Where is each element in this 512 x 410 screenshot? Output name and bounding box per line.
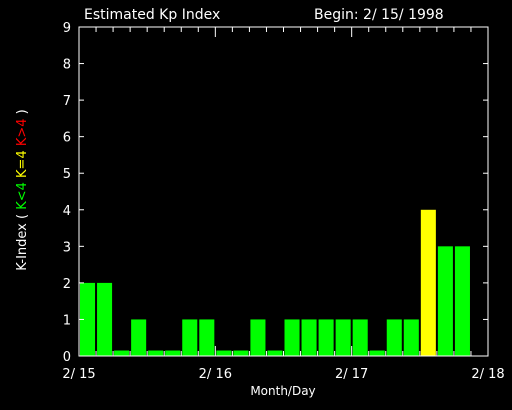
bar bbox=[301, 319, 317, 356]
bar bbox=[352, 319, 368, 356]
begin-date: Begin: 2/ 15/ 1998 bbox=[314, 7, 444, 23]
y-tick-label: 3 bbox=[63, 240, 71, 255]
bar bbox=[97, 282, 113, 356]
bar bbox=[182, 319, 198, 356]
x-axis-label: Month/Day bbox=[250, 384, 315, 398]
x-tick-label: 2/ 15 bbox=[62, 367, 95, 382]
y-tick-label: 9 bbox=[63, 21, 71, 36]
bar bbox=[284, 319, 300, 356]
y-tick-label: 5 bbox=[63, 167, 71, 182]
bar bbox=[437, 246, 453, 356]
y-tick-label: 8 bbox=[63, 58, 71, 73]
bar bbox=[216, 350, 232, 356]
y-label-part: K<4 bbox=[15, 182, 30, 214]
bar bbox=[318, 319, 334, 356]
y-tick-label: 6 bbox=[63, 131, 71, 146]
bar bbox=[369, 350, 385, 356]
y-tick-label: 0 bbox=[63, 350, 71, 365]
bars-group bbox=[80, 209, 470, 356]
y-tick-label: 4 bbox=[63, 204, 71, 219]
x-tick-label: 2/ 18 bbox=[471, 367, 504, 382]
bar bbox=[403, 319, 419, 356]
y-label-part: K=4 bbox=[15, 150, 30, 182]
y-tick-label: 7 bbox=[63, 94, 71, 109]
bar bbox=[454, 246, 470, 356]
bar bbox=[131, 319, 147, 356]
axes-group: 0 1 2 3 4 5 6 7 8 9 2/ 15 2/ 16 2/ 17 2/ 18 bbox=[62, 21, 504, 382]
bar bbox=[233, 350, 249, 356]
bar bbox=[114, 350, 130, 356]
bar bbox=[80, 282, 96, 356]
y-label-part: K>4 bbox=[15, 118, 30, 150]
chart-title: Estimated Kp Index bbox=[84, 7, 220, 23]
x-tick-label: 2/ 16 bbox=[199, 367, 232, 382]
y-label-part: ) bbox=[15, 109, 30, 118]
bar bbox=[335, 319, 351, 356]
y-axis-label: K-Index ( K<4 K=4 K>4 ) bbox=[15, 109, 30, 271]
bar bbox=[250, 319, 266, 356]
bar bbox=[199, 319, 215, 356]
bar bbox=[165, 350, 181, 356]
y-tick-label: 1 bbox=[63, 313, 71, 328]
x-tick-label: 2/ 17 bbox=[335, 367, 368, 382]
bar bbox=[148, 350, 164, 356]
y-tick-label: 2 bbox=[63, 277, 71, 292]
bar bbox=[386, 319, 402, 356]
bar bbox=[420, 209, 436, 356]
y-label-part: K-Index ( bbox=[15, 214, 30, 271]
bar bbox=[267, 350, 283, 356]
